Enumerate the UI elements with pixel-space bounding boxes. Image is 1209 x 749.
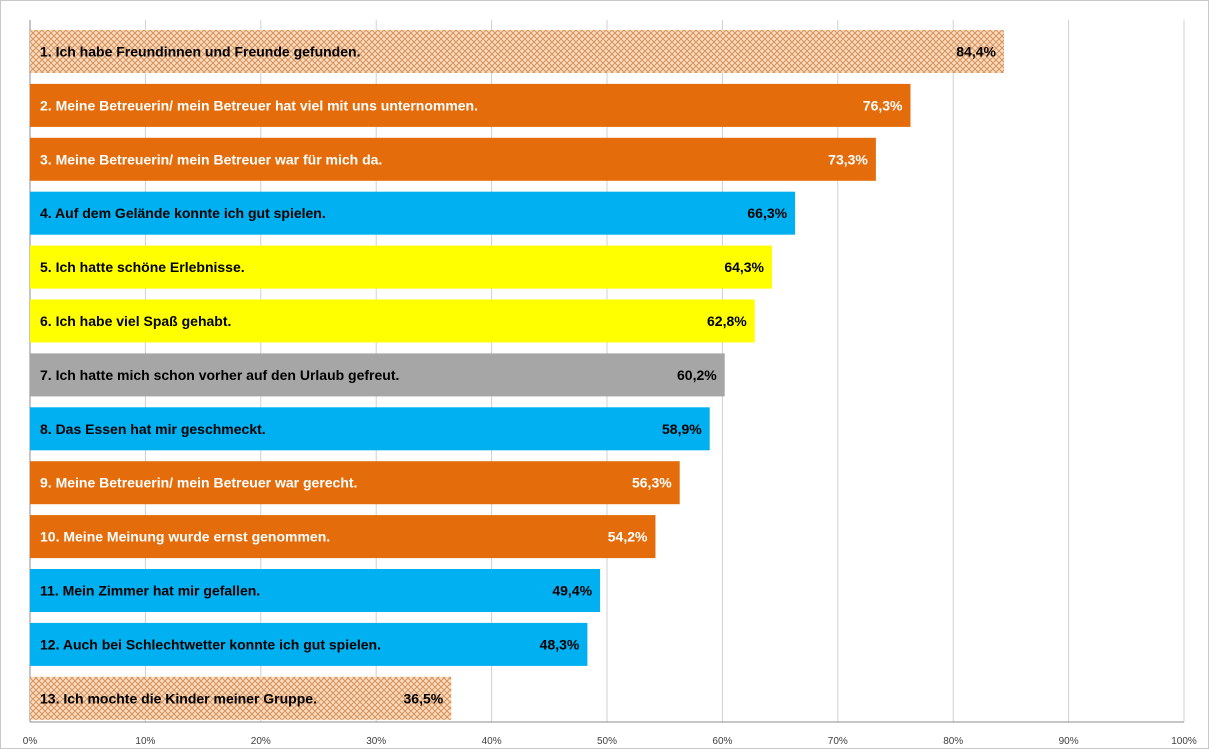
bar-label: 5. Ich hatte schöne Erlebnisse. — [40, 259, 245, 275]
data-label: 64,3% — [724, 259, 764, 275]
bar — [30, 515, 656, 559]
x-tick-label: 100% — [1171, 736, 1197, 747]
bar — [30, 191, 796, 235]
bar-label: 3. Meine Betreuerin/ mein Betreuer war f… — [40, 151, 382, 167]
x-tick-label: 80% — [943, 736, 963, 747]
bar-label: 9. Meine Betreuerin/ mein Betreuer war g… — [40, 475, 357, 491]
x-axis-ticks: 0% 10% 20% 30% 40% 50% 60% 70% 80% 90% 100% — [23, 736, 1197, 747]
x-tick-label: 30% — [366, 736, 386, 747]
data-label: 54,2% — [608, 529, 648, 545]
data-label: 73,3% — [828, 151, 868, 167]
bar-label: 12. Auch bei Schlechtwetter konnte ich g… — [40, 636, 381, 652]
x-tick-label: 40% — [482, 736, 502, 747]
data-label: 58,9% — [662, 421, 702, 437]
bar — [30, 622, 588, 666]
x-tick-label: 60% — [712, 736, 732, 747]
bar-label: 11. Mein Zimmer hat mir gefallen. — [40, 583, 260, 599]
bar-label: 7. Ich hatte mich schon vorher auf den U… — [40, 367, 399, 383]
bar-label: 4. Auf dem Gelände konnte ich gut spiele… — [40, 205, 326, 221]
bar — [30, 299, 755, 343]
bar — [30, 83, 911, 127]
data-label: 84,4% — [956, 44, 996, 60]
bar-label: 1. Ich habe Freundinnen und Freunde gefu… — [40, 44, 360, 60]
data-label: 76,3% — [863, 97, 903, 113]
data-label: 56,3% — [632, 475, 672, 491]
bar-label: 13. Ich mochte die Kinder meiner Gruppe. — [40, 690, 317, 706]
bar — [30, 569, 601, 612]
x-tick-label: 0% — [23, 736, 38, 747]
data-label: 62,8% — [707, 313, 747, 329]
data-label: 66,3% — [747, 205, 787, 221]
bar — [30, 245, 773, 289]
bar — [30, 137, 876, 181]
bar-label: 8. Das Essen hat mir geschmeckt. — [40, 421, 266, 437]
data-label: 48,3% — [540, 636, 580, 652]
x-tick-label: 20% — [251, 736, 271, 747]
bar — [30, 676, 452, 720]
data-label: 49,4% — [552, 583, 592, 599]
x-tick-label: 10% — [135, 736, 155, 747]
x-tick-label: 90% — [1059, 736, 1079, 747]
x-tick-label: 70% — [828, 736, 848, 747]
x-tick-label: 50% — [597, 736, 617, 747]
bars: 1. Ich habe Freundinnen und Freunde gefu… — [30, 30, 1004, 720]
data-label: 60,2% — [677, 367, 717, 383]
bar-label: 2. Meine Betreuerin/ mein Betreuer hat v… — [40, 97, 478, 113]
bar — [30, 30, 1004, 73]
data-label: 36,5% — [404, 690, 444, 706]
bar — [30, 353, 725, 397]
bar — [30, 461, 680, 505]
bar-label: 6. Ich habe viel Spaß gehabt. — [40, 313, 231, 329]
bar-label: 10. Meine Meinung wurde ernst genommen. — [40, 529, 330, 545]
bar — [30, 407, 710, 451]
